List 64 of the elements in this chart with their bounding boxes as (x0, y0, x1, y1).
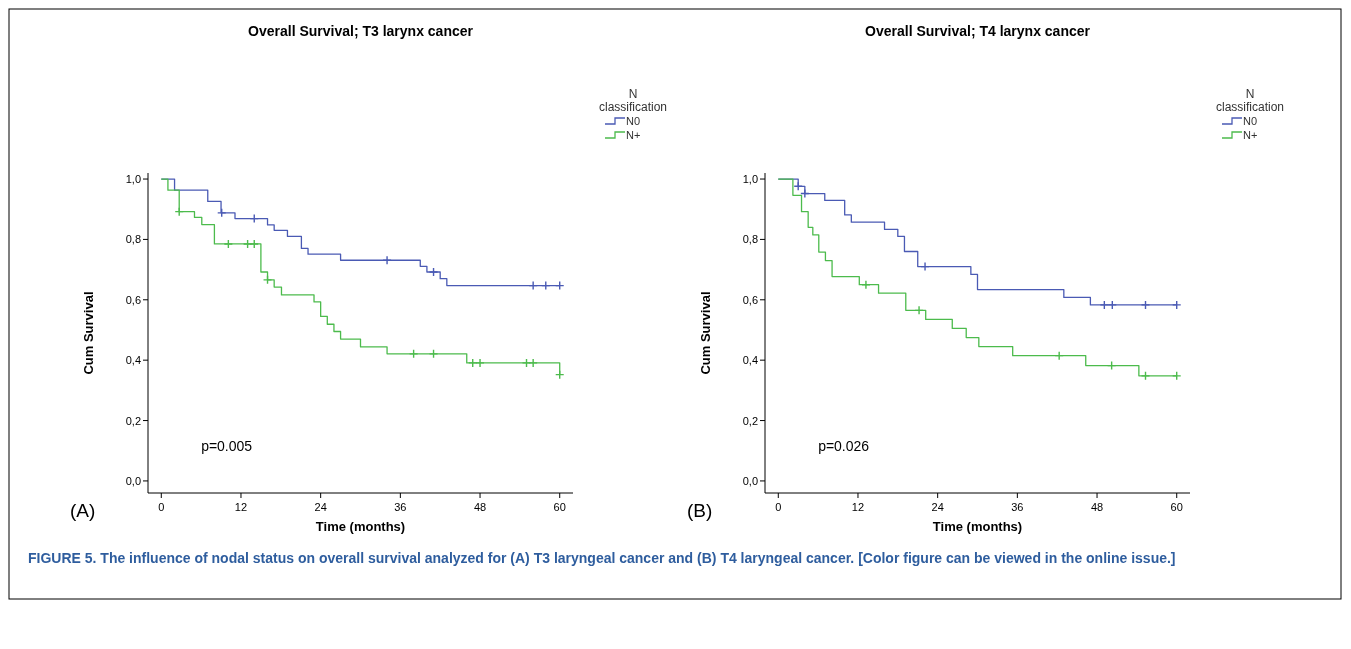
x-tick-label: 48 (1090, 501, 1104, 513)
legend-label: N0 (1243, 115, 1258, 127)
x-tick-label: 36 (1011, 501, 1024, 513)
point (528, 358, 538, 368)
y-tick-label: 0,8 (742, 233, 758, 246)
legend-title: N classification (598, 87, 668, 114)
point (1140, 371, 1151, 381)
y-tick-label: 0,0 (125, 474, 141, 487)
chart-title: Overall Survival; T3 larynx cancer (248, 23, 474, 39)
annotation: p=0.026 (818, 437, 870, 454)
legend-label: N+ (626, 129, 641, 141)
chart-title: Overall Survival; T4 larynx cancer (865, 23, 1091, 39)
legend-label: N0 (626, 115, 641, 127)
point (428, 349, 439, 359)
point (382, 255, 392, 265)
point (428, 267, 439, 277)
point (262, 275, 273, 285)
legend-title: N classification (1215, 87, 1285, 114)
y-tick-label: 0,4 (125, 354, 141, 367)
text: (B) (687, 500, 713, 521)
x-tick-label: 60 (553, 501, 566, 513)
point (1172, 300, 1182, 310)
y-tick-label: 1,0 (742, 173, 758, 186)
point (408, 349, 419, 359)
point (1107, 300, 1117, 310)
x-tick-label: 0 (158, 501, 165, 513)
y-tick-label: 1,0 (125, 173, 141, 186)
text: (A) (70, 500, 96, 521)
point (1172, 371, 1182, 381)
legend-label: N+ (1243, 129, 1258, 141)
point (1140, 300, 1151, 310)
y-tick-label: 0,4 (742, 354, 758, 367)
x-tick-label: 0 (775, 501, 782, 513)
point (475, 358, 485, 368)
x-tick-label: 36 (394, 501, 407, 513)
x-tick-label: 60 (1170, 501, 1183, 513)
point (249, 239, 259, 249)
y-tick-label: 0,6 (125, 293, 141, 306)
point (800, 188, 810, 199)
point (528, 280, 538, 291)
y-tick-label: 0,2 (742, 414, 758, 427)
point (920, 261, 930, 272)
y-tick-label: 0,6 (742, 293, 758, 306)
point (861, 280, 871, 290)
x-tick-label: 24 (314, 501, 327, 513)
x-tick-label: 12 (851, 501, 865, 513)
point (223, 239, 234, 249)
y-tick-label: 0,0 (742, 474, 758, 487)
point (914, 305, 924, 316)
point (1099, 300, 1110, 310)
x-axis-title: Time (months) (315, 519, 406, 534)
point (217, 208, 227, 218)
point (468, 358, 478, 368)
x-axis-title: Time (months) (932, 519, 1023, 534)
caption: FIGURE 5. The influence of nodal status on overall survival analyzed for (A) T3 laryngeal cancer and (B) T4 laryngeal cancer. [Color figure can be viewed in the online issue.] (28, 549, 1177, 568)
point (1054, 350, 1064, 361)
annotation: p=0.005 (201, 437, 253, 454)
y-axis-title: Cum Survival (81, 291, 96, 375)
x-tick-label: 48 (473, 501, 487, 513)
y-tick-label: 0,2 (125, 414, 141, 427)
x-tick-label: 12 (234, 501, 248, 513)
y-tick-label: 0,8 (125, 233, 141, 246)
y-axis-title: Cum Survival (698, 291, 713, 375)
x-tick-label: 24 (931, 501, 944, 513)
